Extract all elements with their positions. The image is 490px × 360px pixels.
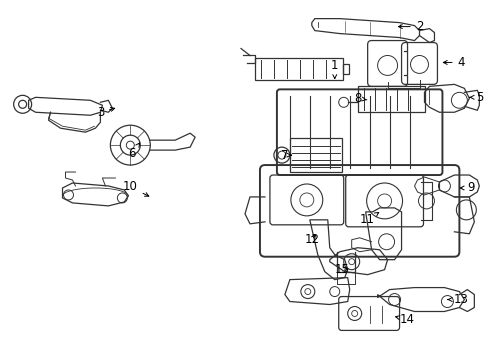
Text: 10: 10: [123, 180, 149, 196]
Text: 8: 8: [354, 92, 367, 105]
Bar: [343, 64, 349, 75]
Text: 13: 13: [448, 293, 469, 306]
Text: 12: 12: [304, 233, 319, 246]
Text: 15: 15: [334, 263, 349, 276]
Bar: [358, 86, 425, 112]
Text: 6: 6: [128, 143, 140, 159]
Text: 2: 2: [398, 20, 423, 33]
Text: 4: 4: [443, 56, 465, 69]
Text: 1: 1: [331, 59, 339, 78]
Bar: [255, 58, 343, 80]
Text: 3: 3: [97, 106, 115, 119]
Text: 9: 9: [460, 181, 475, 194]
Text: 5: 5: [470, 91, 483, 104]
Bar: [290, 138, 342, 172]
Text: 7: 7: [281, 149, 292, 162]
Text: 11: 11: [360, 212, 379, 226]
Text: 14: 14: [395, 313, 415, 326]
